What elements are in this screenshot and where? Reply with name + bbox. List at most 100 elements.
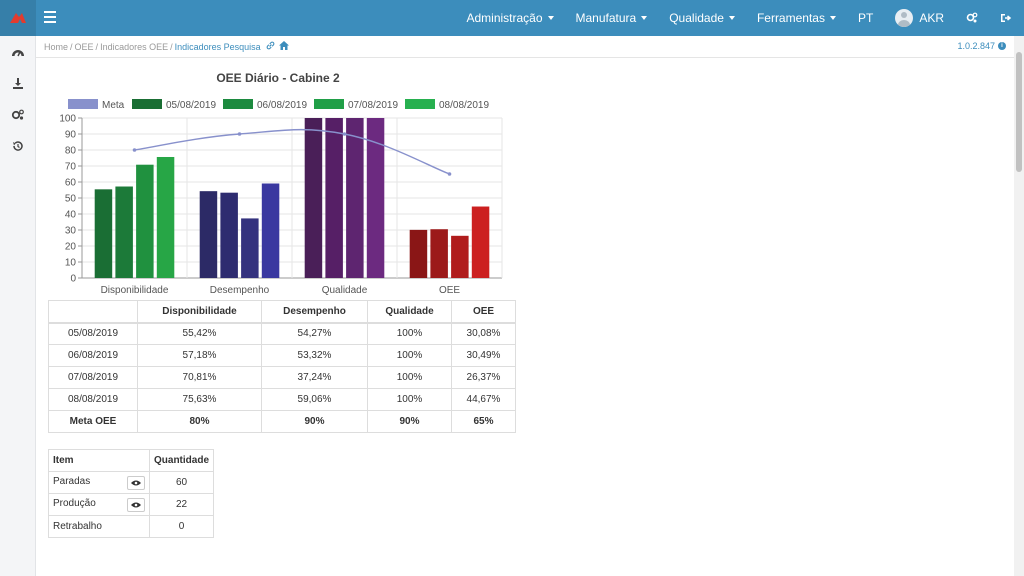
nav-administracao[interactable]: Administração bbox=[466, 11, 554, 25]
breadcrumb-oee[interactable]: OEE bbox=[74, 41, 94, 52]
caret-down-icon bbox=[547, 16, 554, 20]
meta-line-path bbox=[134, 128, 450, 175]
chart-legend: Meta 05/08/2019 06/08/2019 07/08/2019 08/08/… bbox=[68, 99, 489, 111]
item-label: Retrabalho bbox=[53, 521, 102, 532]
oee-summary-table: Disponibilidade Desempenho Qualidade OEE… bbox=[48, 300, 516, 433]
table-cell: 90% bbox=[261, 410, 368, 433]
table-header-row: Item Quantidade bbox=[48, 449, 215, 472]
legend-label: 07/08/2019 bbox=[348, 100, 398, 111]
legend-label: 06/08/2019 bbox=[257, 100, 307, 111]
item-label: Produção bbox=[53, 497, 96, 509]
y-tick-label: 20 bbox=[65, 242, 77, 253]
nav-manufatura[interactable]: Manufatura bbox=[576, 11, 648, 25]
y-tick-label: 60 bbox=[65, 178, 77, 189]
sidebar-item-history[interactable] bbox=[11, 139, 25, 153]
x-tick-label: OEE bbox=[439, 285, 460, 296]
table-cell: 44,67% bbox=[451, 388, 516, 411]
item-label: Paradas bbox=[53, 475, 91, 487]
scrollbar-thumb[interactable] bbox=[1016, 52, 1022, 172]
caret-down-icon bbox=[829, 16, 836, 20]
user-menu[interactable]: AKR bbox=[895, 9, 944, 27]
table-row: 06/08/2019 57,18% 53,32% 100% 30,49% bbox=[48, 344, 516, 367]
sidebar-item-download[interactable] bbox=[11, 76, 25, 90]
table-cell: Paradas bbox=[48, 471, 150, 494]
y-tick-label: 40 bbox=[65, 210, 77, 221]
menu-toggle-button[interactable] bbox=[44, 11, 56, 23]
x-tick-label: Disponibilidade bbox=[101, 285, 169, 296]
view-producao-button[interactable] bbox=[127, 497, 145, 512]
oee-chart: OEE Diário - Cabine 2 Meta 05/08/2019 06/0… bbox=[59, 71, 503, 296]
bar bbox=[199, 191, 218, 278]
table-cell: 22 bbox=[148, 493, 215, 516]
avatar bbox=[895, 9, 914, 27]
sidebar bbox=[0, 36, 36, 576]
table-cell: 65% bbox=[451, 410, 516, 433]
chart-bars bbox=[94, 118, 490, 278]
table-cell: Retrabalho bbox=[48, 515, 150, 538]
table-cell: 90% bbox=[367, 410, 452, 433]
table-row: 07/08/2019 70,81% 37,24% 100% 26,37% bbox=[48, 366, 516, 389]
table-header: Qualidade bbox=[367, 300, 452, 324]
chart-meta-line bbox=[132, 128, 452, 176]
chart-x-labels: Disponibilidade Desempenho Qualidade OEE bbox=[101, 285, 461, 296]
table-cell: 05/08/2019 bbox=[48, 322, 138, 345]
home-button[interactable] bbox=[278, 41, 289, 52]
table-cell: 54,27% bbox=[261, 322, 368, 345]
table-cell: 80% bbox=[137, 410, 262, 433]
bar bbox=[366, 118, 385, 278]
table-cell: 100% bbox=[367, 388, 452, 411]
meta-point bbox=[447, 172, 452, 176]
bar bbox=[346, 118, 364, 278]
link-icon bbox=[266, 41, 275, 50]
version-info[interactable]: 1.0.2.847 i bbox=[957, 41, 1006, 51]
nav-qualidade[interactable]: Qualidade bbox=[669, 11, 735, 25]
view-paradas-button[interactable] bbox=[127, 475, 145, 490]
main-nav: Administração Manufatura Qualidade Ferra… bbox=[444, 0, 1012, 36]
table-cell: 100% bbox=[367, 322, 452, 345]
chart-title: OEE Diário - Cabine 2 bbox=[216, 71, 340, 85]
page-scrollbar[interactable] bbox=[1014, 36, 1024, 576]
eye-icon bbox=[131, 480, 141, 485]
bar bbox=[156, 156, 175, 278]
table-header: Disponibilidade bbox=[137, 300, 262, 324]
download-icon bbox=[13, 78, 23, 89]
breadcrumb-current: Indicadores Pesquisa bbox=[174, 41, 261, 52]
legend-swatch bbox=[223, 99, 253, 109]
logout-button[interactable] bbox=[1000, 12, 1012, 24]
nav-language[interactable]: PT bbox=[857, 11, 874, 25]
info-icon: i bbox=[998, 42, 1006, 50]
table-row: 08/08/2019 75,63% 59,06% 100% 44,67% bbox=[48, 388, 516, 411]
legend-swatch bbox=[405, 99, 435, 109]
x-tick-label: Desempenho bbox=[210, 285, 270, 296]
bar bbox=[451, 235, 469, 278]
table-cell: Meta OEE bbox=[48, 410, 138, 433]
caret-down-icon bbox=[728, 16, 735, 20]
meta-row: Meta OEE 80% 90% 90% 65% bbox=[48, 410, 516, 433]
table-row: 05/08/2019 55,42% 54,27% 100% 30,08% bbox=[48, 322, 516, 345]
table-row: Retrabalho 0 bbox=[48, 515, 215, 538]
legend-swatch bbox=[314, 99, 344, 109]
table-cell: 55,42% bbox=[137, 322, 262, 345]
y-tick-label: 90 bbox=[65, 130, 77, 141]
meta-point bbox=[342, 132, 347, 136]
bar bbox=[241, 218, 259, 278]
x-tick-label: Qualidade bbox=[322, 285, 368, 296]
item-quantity-table: Item Quantidade Paradas 60 Produção 22 bbox=[48, 449, 215, 538]
table-cell: 30,08% bbox=[451, 322, 516, 345]
legend-label: Meta bbox=[102, 100, 125, 111]
table-cell: 100% bbox=[367, 366, 452, 389]
table-header-row: Disponibilidade Desempenho Qualidade OEE bbox=[48, 300, 516, 324]
table-row: Paradas 60 bbox=[48, 471, 215, 494]
table-cell: 59,06% bbox=[261, 388, 368, 411]
breadcrumb-home[interactable]: Home bbox=[44, 41, 69, 52]
home-icon bbox=[278, 41, 289, 50]
settings-button[interactable] bbox=[966, 12, 978, 24]
link-button[interactable] bbox=[266, 41, 275, 52]
sidebar-item-dashboard[interactable] bbox=[11, 46, 25, 60]
nav-ferramentas[interactable]: Ferramentas bbox=[757, 11, 836, 25]
sidebar-item-settings[interactable] bbox=[11, 108, 25, 122]
table-cell: 70,81% bbox=[137, 366, 262, 389]
breadcrumb-indicadores[interactable]: Indicadores OEE bbox=[100, 41, 169, 52]
sign-out-icon bbox=[1001, 14, 1012, 22]
brand-logo[interactable] bbox=[0, 0, 36, 36]
